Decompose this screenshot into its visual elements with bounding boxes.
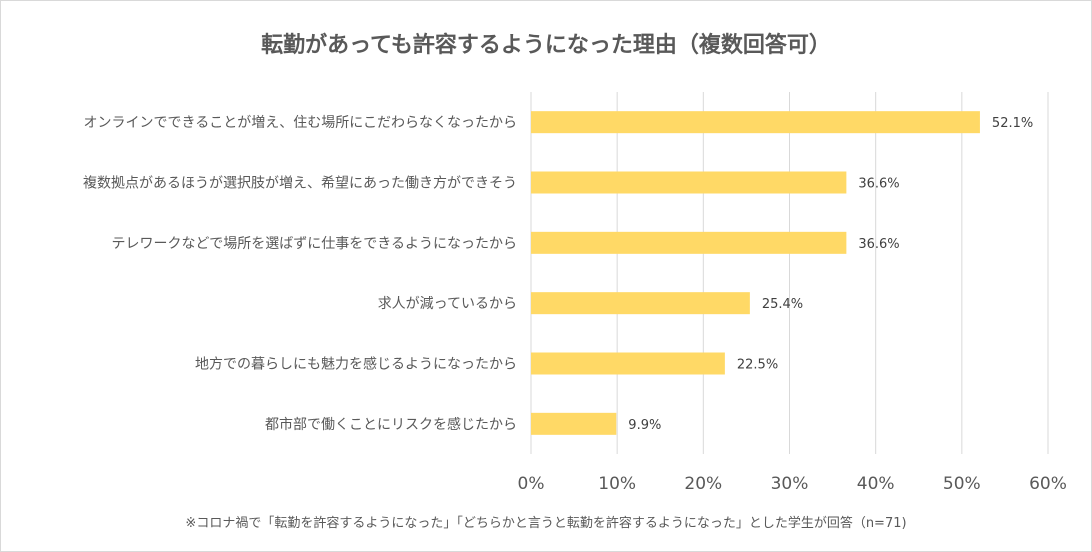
bar <box>531 231 847 254</box>
data-label: 25.4% <box>762 297 803 312</box>
bar <box>531 171 847 194</box>
category-label: テレワークなどで場所を選ばずに仕事をできるようになったから <box>112 236 517 252</box>
x-tick-label: 30% <box>771 474 809 494</box>
category-label: 地方での暮らしにも魅力を感じるようになったから <box>195 356 517 373</box>
category-label: 都市部で働くことにリスクを感じたから <box>265 416 517 433</box>
x-tick-label: 20% <box>684 474 722 494</box>
data-label: 36.6% <box>858 237 899 252</box>
x-tick-label: 50% <box>943 474 981 494</box>
data-label: 52.1% <box>992 116 1033 131</box>
category-label: オンラインでできることが増え、住む場所にこだわらなくなったから <box>84 115 517 131</box>
bar <box>531 111 980 134</box>
chart-title: 転勤があっても許容するようになった理由（複数回答可） <box>261 33 831 58</box>
data-label: 36.6% <box>858 177 899 192</box>
chart-footnote: ※コロナ禍で「転勤を許容するようになった」「どちらかと言うと転勤を許容するように… <box>185 516 907 531</box>
bar <box>531 412 617 435</box>
data-label: 9.9% <box>628 418 661 433</box>
x-tick-label: 40% <box>857 474 895 494</box>
x-tick-label: 0% <box>518 474 545 494</box>
bar <box>531 352 725 375</box>
x-tick-label: 60% <box>1029 474 1067 494</box>
category-label: 複数拠点があるほうが選択肢が増え、希望にあった働き方ができそう <box>83 175 517 192</box>
bar <box>531 292 750 315</box>
x-tick-label: 10% <box>598 474 636 494</box>
category-label: 求人が減っているから <box>378 295 517 312</box>
data-label: 22.5% <box>737 358 778 373</box>
